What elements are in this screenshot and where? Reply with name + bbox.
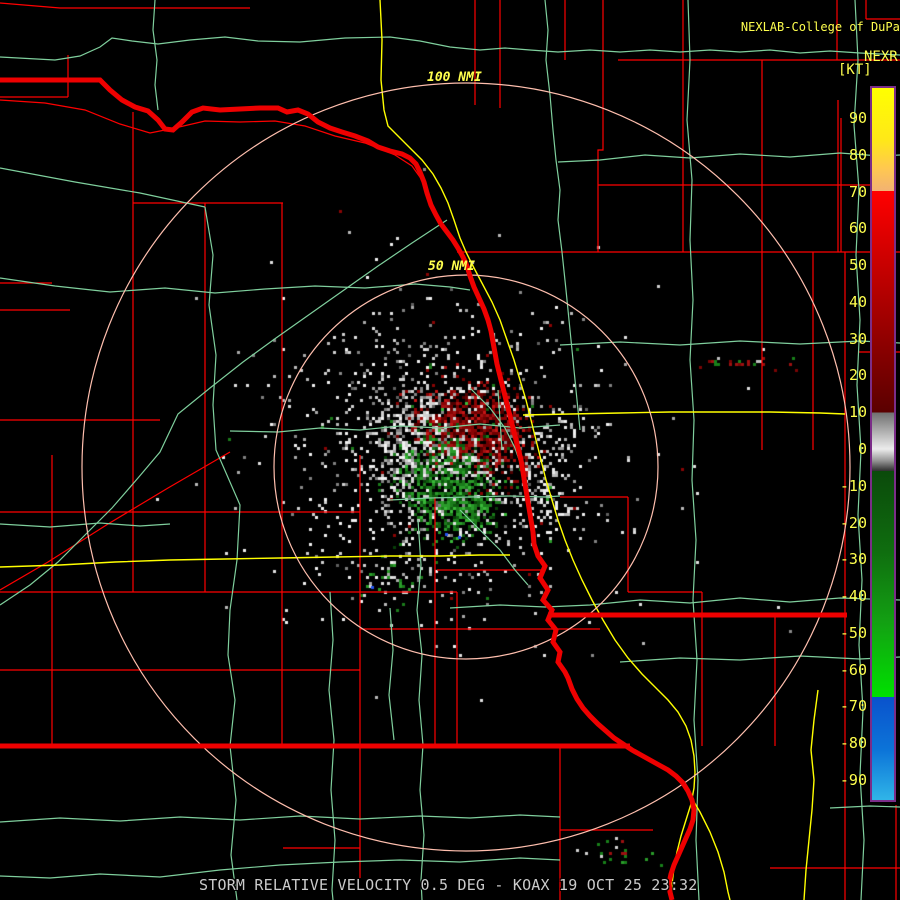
secondary-road-line [459, 509, 529, 586]
scale-tick-label: 80 [848, 145, 867, 164]
color-scale-gradient [872, 88, 894, 800]
scale-tick-label: -90 [839, 771, 867, 790]
secondary-road-line [686, 0, 700, 900]
status-bar: STORM RELATIVE VELOCITY 0.5 DEG - KOAX 1… [199, 876, 698, 894]
scale-tick-label: -40 [839, 587, 867, 606]
state-border-line [0, 77, 697, 900]
secondary-road-line [853, 0, 865, 900]
secondary-road-line [0, 219, 448, 606]
scale-tick-label: 60 [848, 219, 867, 238]
highway-line [803, 689, 819, 900]
scale-tick-label: 0 [857, 440, 867, 459]
scale-tick-label: -10 [839, 476, 867, 495]
secondary-road-line [449, 597, 900, 609]
scale-tick-label: -80 [839, 734, 867, 753]
range-ring-label-50nmi: 50 NMI [428, 259, 475, 274]
county-boundary-line [597, 0, 604, 252]
secondary-road-line [389, 495, 561, 501]
secondary-road-line [0, 522, 171, 528]
scale-tick-label: -70 [839, 697, 867, 716]
scale-tick-label: 70 [848, 182, 867, 201]
scale-tick-label: 40 [848, 292, 867, 311]
secondary-road-line [0, 277, 471, 294]
scale-tick-label: -30 [839, 550, 867, 569]
scale-tick-label: 30 [848, 329, 867, 348]
secondary-road-line [388, 607, 395, 741]
highway-line [0, 554, 510, 568]
product-code-label: NEXR [864, 49, 898, 65]
units-label: [KT] [838, 62, 872, 78]
secondary-road-line [619, 655, 900, 663]
range-ring [273, 274, 659, 660]
secondary-road-line [559, 340, 900, 346]
scale-tick-label: 20 [848, 366, 867, 385]
secondary-road-line [497, 389, 503, 451]
scale-tick-label: -20 [839, 513, 867, 532]
velocity-color-scale [870, 86, 896, 802]
secondary-road-line [152, 0, 159, 111]
scale-tick-label: -60 [839, 660, 867, 679]
secondary-road-line [829, 805, 900, 809]
scale-tick-label: -50 [839, 623, 867, 642]
secondary-road-line [0, 167, 206, 208]
secondary-road-line [557, 152, 900, 163]
secondary-road-line [0, 857, 561, 879]
range-ring [81, 82, 851, 852]
highway-line [522, 411, 846, 416]
range-ring-label-100nmi: 100 NMI [427, 70, 482, 85]
scale-tick-label: 90 [848, 109, 867, 127]
highway-line [687, 791, 731, 900]
attribution-text: NEXLAB-College of DuPage [740, 20, 900, 34]
secondary-road-line [204, 206, 241, 900]
secondary-road-line [0, 814, 561, 823]
scale-tick-label: 50 [848, 256, 867, 275]
attribution: NEXLAB-College of DuPage [712, 5, 900, 48]
highway-line [379, 0, 696, 900]
secondary-road-line [328, 591, 336, 900]
county-boundary-line [0, 2, 250, 9]
secondary-road-line [544, 0, 581, 431]
secondary-road-line [229, 423, 561, 433]
county-boundary-line [0, 451, 231, 591]
county-boundary-line [0, 99, 429, 197]
secondary-road-line [416, 519, 425, 900]
scale-tick-label: 10 [848, 403, 867, 422]
secondary-road-line [0, 36, 900, 61]
